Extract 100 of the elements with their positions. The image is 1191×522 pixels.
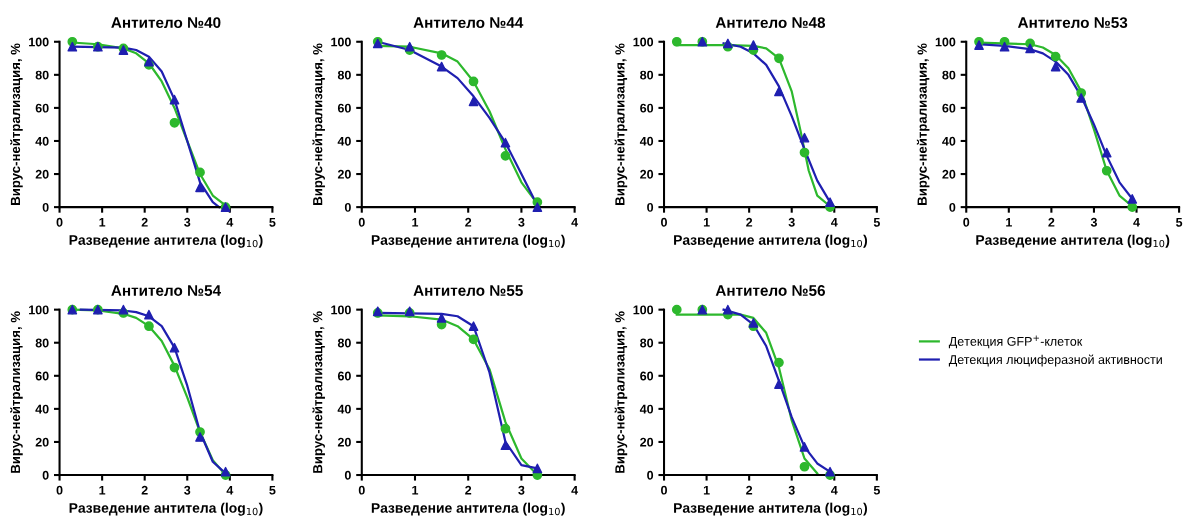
chart-title: Антитело №55 bbox=[413, 285, 523, 296]
y-tick-label: 60 bbox=[640, 371, 654, 381]
x-axis-title: Разведение антитела (log$_{10}$) bbox=[69, 234, 263, 248]
y-tick-label: 20 bbox=[337, 169, 351, 179]
chart-title: Антитело №54 bbox=[111, 285, 221, 296]
y-tick-label: 0 bbox=[344, 202, 351, 212]
x-tick-label: 2 bbox=[746, 217, 753, 227]
x-tick-label: 1 bbox=[99, 218, 106, 227]
x-tick-label: 2 bbox=[746, 485, 753, 495]
y-axis-title: Вирус-нейтрализация, % bbox=[916, 43, 930, 205]
y-axis-title: Вирус-нейтрализация, % bbox=[10, 311, 23, 473]
x-tick-label: 4 bbox=[1133, 218, 1140, 227]
y-tick-label: 60 bbox=[35, 103, 49, 113]
x-tick-label: 4 bbox=[831, 485, 838, 495]
chart-title: Антитело №48 bbox=[715, 17, 826, 29]
y-tick-label: 100 bbox=[935, 37, 956, 47]
x-axis-title: Разведение антитела (log$_{10}$) bbox=[371, 234, 565, 248]
y-tick-label: 40 bbox=[35, 404, 49, 414]
y-axis-title: Вирус-нейтрализация, % bbox=[614, 43, 628, 205]
x-tick-label: 5 bbox=[269, 485, 276, 495]
y-tick-label: 80 bbox=[942, 70, 956, 80]
y-tick-label: 100 bbox=[331, 37, 351, 47]
y-tick-label: 20 bbox=[35, 169, 49, 179]
x-tick-label: 0 bbox=[358, 217, 365, 227]
y-tick-label: 100 bbox=[29, 305, 49, 315]
x-tick-label: 5 bbox=[873, 218, 880, 227]
y-tick-label: 60 bbox=[337, 103, 351, 113]
x-tick-label: 0 bbox=[963, 217, 970, 227]
x-tick-label: 4 bbox=[226, 218, 234, 227]
x-tick-label: 1 bbox=[412, 218, 419, 227]
x-tick-label: 1 bbox=[99, 485, 106, 495]
y-tick-label: 80 bbox=[35, 338, 49, 348]
x-axis-title: Разведение антитела (log$_{10}$) bbox=[69, 502, 263, 516]
y-tick-label: 80 bbox=[35, 70, 49, 80]
chart-title: Антитело №56 bbox=[715, 285, 825, 296]
y-tick-label: 40 bbox=[942, 136, 956, 146]
x-tick-label: 2 bbox=[465, 217, 472, 227]
x-tick-label: 1 bbox=[412, 485, 419, 495]
x-tick-label: 5 bbox=[269, 218, 276, 227]
y-tick-label: 0 bbox=[949, 202, 956, 212]
y-tick-label: 80 bbox=[337, 338, 351, 348]
y-tick-label: 80 bbox=[640, 70, 654, 80]
x-tick-label: 2 bbox=[1048, 217, 1055, 227]
y-tick-label: 60 bbox=[942, 103, 956, 113]
y-tick-label: 20 bbox=[35, 437, 49, 447]
y-axis-title: Вирус-нейтрализация, % bbox=[614, 311, 628, 473]
x-axis-title: Разведение антитела (log$_{10}$) bbox=[371, 502, 565, 516]
x-axis-title: Разведение антитела (log$_{10}$) bbox=[976, 234, 1170, 248]
x-tick-label: 3 bbox=[184, 485, 191, 495]
y-tick-label: 40 bbox=[337, 136, 351, 146]
chart-title: Антитело №44 bbox=[413, 17, 524, 29]
chart-title: Антитело №53 bbox=[1017, 17, 1128, 29]
y-axis-title: Вирус-нейтрализация, % bbox=[312, 311, 325, 473]
y-axis-title: Вирус-нейтрализация, % bbox=[10, 43, 23, 205]
y-tick-label: 20 bbox=[640, 437, 654, 447]
x-tick-label: 0 bbox=[661, 217, 667, 227]
y-tick-label: 60 bbox=[35, 371, 49, 381]
x-tick-label: 0 bbox=[661, 485, 667, 495]
x-tick-label: 1 bbox=[703, 218, 710, 227]
x-axis-title: Разведение антитела (log$_{10}$) bbox=[674, 502, 868, 516]
y-tick-label: 40 bbox=[639, 404, 654, 414]
legend-label: Детекция люциферазной активности bbox=[948, 354, 1162, 367]
y-tick-label: 0 bbox=[647, 202, 654, 212]
y-tick-label: 0 bbox=[42, 470, 49, 480]
x-axis-title: Разведение антитела (log$_{10}$) bbox=[674, 234, 868, 248]
y-tick-label: 100 bbox=[633, 37, 654, 47]
x-tick-label: 3 bbox=[184, 217, 191, 227]
y-tick-label: 20 bbox=[640, 169, 654, 179]
y-tick-label: 40 bbox=[35, 136, 49, 146]
y-tick-label: 60 bbox=[337, 371, 351, 381]
y-tick-label: 80 bbox=[640, 338, 654, 348]
x-tick-label: 2 bbox=[141, 217, 148, 227]
x-tick-label: 0 bbox=[56, 485, 63, 495]
x-tick-label: 3 bbox=[788, 485, 795, 495]
y-tick-label: 20 bbox=[942, 169, 956, 179]
x-tick-label: 4 bbox=[571, 485, 579, 495]
y-axis-title: Вирус-нейтрализация, % bbox=[312, 43, 325, 205]
y-tick-label: 100 bbox=[29, 37, 49, 47]
x-tick-label: 5 bbox=[1176, 218, 1183, 227]
y-tick-label: 40 bbox=[639, 136, 654, 146]
x-tick-label: 2 bbox=[465, 485, 472, 495]
y-tick-label: 100 bbox=[331, 305, 351, 315]
x-tick-label: 4 bbox=[226, 485, 234, 495]
x-tick-label: 2 bbox=[141, 485, 148, 495]
x-tick-label: 0 bbox=[56, 217, 63, 227]
x-tick-label: 1 bbox=[1006, 218, 1012, 227]
x-tick-label: 3 bbox=[518, 217, 525, 227]
y-tick-label: 60 bbox=[640, 103, 654, 113]
y-tick-label: 0 bbox=[647, 470, 654, 480]
x-tick-label: 4 bbox=[831, 218, 838, 227]
x-tick-label: 3 bbox=[1090, 217, 1097, 227]
x-tick-label: 3 bbox=[518, 485, 525, 495]
y-tick-label: 40 bbox=[337, 404, 351, 414]
x-tick-label: 1 bbox=[703, 485, 710, 495]
y-tick-label: 80 bbox=[337, 70, 351, 80]
y-tick-label: 20 bbox=[337, 437, 351, 447]
x-tick-label: 0 bbox=[358, 485, 365, 495]
x-tick-label: 5 bbox=[873, 485, 880, 495]
legend-label: Детекция GFP$^{+}$-клеток bbox=[948, 335, 1083, 349]
y-tick-label: 0 bbox=[42, 202, 49, 212]
